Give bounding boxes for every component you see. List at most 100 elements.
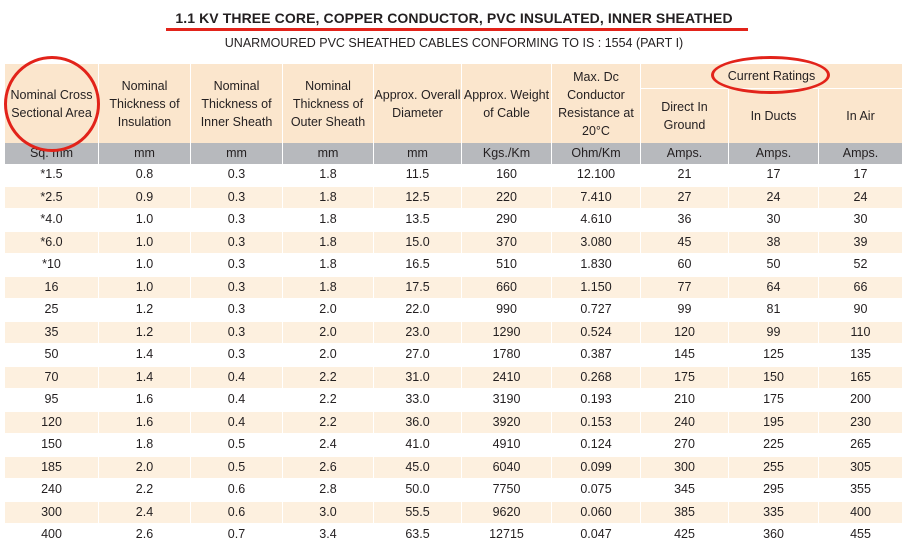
table-cell: 0.4 [191, 411, 283, 434]
table-body: Sq. mm mm mm mm mm Kgs./Km Ohm/Km Amps. … [5, 143, 903, 547]
table-cell: 0.9 [99, 186, 191, 209]
table-cell: 2410 [462, 366, 552, 389]
table-cell: 50 [729, 254, 819, 277]
table-cell: 120 [5, 411, 99, 434]
table-cell: 3920 [462, 411, 552, 434]
table-cell: 1.8 [283, 186, 374, 209]
table-cell: 660 [462, 276, 552, 299]
table-cell: 1.0 [99, 276, 191, 299]
table-cell: 38 [729, 231, 819, 254]
unit-cell: mm [374, 143, 462, 164]
table-cell: 16.5 [374, 254, 462, 277]
title-container: 1.1 KV THREE CORE, COPPER CONDUCTOR, PVC… [0, 10, 908, 28]
table-cell: 220 [462, 186, 552, 209]
table-cell: 0.268 [552, 366, 641, 389]
table-cell: 0.6 [191, 479, 283, 502]
table-cell: 55.5 [374, 501, 462, 524]
table-cell: 2.4 [99, 501, 191, 524]
table-cell: 0.193 [552, 389, 641, 412]
table-cell: 0.3 [191, 164, 283, 187]
table-cell: 30 [819, 209, 903, 232]
unit-cell: mm [191, 143, 283, 164]
table-cell: 305 [819, 456, 903, 479]
table-cell: 0.727 [552, 299, 641, 322]
title-red-underline [166, 28, 748, 31]
table-cell: 270 [641, 434, 729, 457]
table-cell: 16 [5, 276, 99, 299]
table-row: *4.0 1.0 0.3 1.8 13.5 290 4.610 36 30 30 [5, 209, 903, 232]
table-row: 300 2.4 0.6 3.0 55.5 9620 0.060 385 335 400 [5, 501, 903, 524]
table-cell: 2.8 [283, 479, 374, 502]
table-cell: 12.5 [374, 186, 462, 209]
table-cell: 355 [819, 479, 903, 502]
table-cell: 0.3 [191, 276, 283, 299]
table-row: *10 1.0 0.3 1.8 16.5 510 1.830 60 50 52 [5, 254, 903, 277]
header-direct-in-ground: Direct In Ground [641, 89, 729, 143]
table-cell: 0.099 [552, 456, 641, 479]
table-cell: 255 [729, 456, 819, 479]
header-overall-diameter: Approx. Overall Diameter [374, 64, 462, 143]
unit-cell: mm [283, 143, 374, 164]
header-conductor-resistance: Max. Dc Conductor Resistance at 20°C [552, 64, 641, 143]
table-cell: 0.387 [552, 344, 641, 367]
table-cell: 510 [462, 254, 552, 277]
table-cell: 0.3 [191, 299, 283, 322]
table-cell: 31.0 [374, 366, 462, 389]
table-row: 95 1.6 0.4 2.2 33.0 3190 0.193 210 175 200 [5, 389, 903, 412]
page-title: 1.1 KV THREE CORE, COPPER CONDUCTOR, PVC… [175, 10, 733, 26]
table-cell: 160 [462, 164, 552, 187]
table-cell: 50 [5, 344, 99, 367]
table-cell: 17.5 [374, 276, 462, 299]
table-cell: 1.8 [283, 209, 374, 232]
table-cell: 2.2 [99, 479, 191, 502]
table-cell: 0.524 [552, 321, 641, 344]
table-cell: 295 [729, 479, 819, 502]
table-cell: 64 [729, 276, 819, 299]
table-cell: 125 [729, 344, 819, 367]
table-cell: 200 [819, 389, 903, 412]
header-in-air: In Air [819, 89, 903, 143]
table-cell: 25 [5, 299, 99, 322]
table-cell: 0.8 [99, 164, 191, 187]
table-cell: 165 [819, 366, 903, 389]
table-cell: 400 [819, 501, 903, 524]
table-cell: 1.8 [283, 276, 374, 299]
table-cell: 1.0 [99, 231, 191, 254]
table-row: *2.5 0.9 0.3 1.8 12.5 220 7.410 27 24 24 [5, 186, 903, 209]
table-cell: 150 [5, 434, 99, 457]
table-row: 150 1.8 0.5 2.4 41.0 4910 0.124 270 225 265 [5, 434, 903, 457]
header-cross-sectional-area: Nominal Cross Sectional Area [5, 64, 99, 143]
table-cell: 1.0 [99, 209, 191, 232]
table-cell: 41.0 [374, 434, 462, 457]
table-cell: *6.0 [5, 231, 99, 254]
table-cell: 45 [641, 231, 729, 254]
table-cell: 6040 [462, 456, 552, 479]
table-cell: 300 [5, 501, 99, 524]
table-cell: 0.3 [191, 186, 283, 209]
page-subtitle: UNARMOURED PVC SHEATHED CABLES CONFORMIN… [224, 36, 684, 50]
unit-cell: Sq. mm [5, 143, 99, 164]
table-cell: 12.100 [552, 164, 641, 187]
table-cell: 0.3 [191, 231, 283, 254]
table-cell: 0.124 [552, 434, 641, 457]
table-cell: 1.4 [99, 344, 191, 367]
table-cell: 27 [641, 186, 729, 209]
unit-cell: Kgs./Km [462, 143, 552, 164]
table-cell: 2.0 [283, 321, 374, 344]
table-row: *1.5 0.8 0.3 1.8 11.5 160 12.100 21 17 17 [5, 164, 903, 187]
table-cell: 175 [729, 389, 819, 412]
table-cell: 0.153 [552, 411, 641, 434]
table-cell: 12715 [462, 524, 552, 547]
header-outer-sheath-thickness: Nominal Thickness of Outer Sheath [283, 64, 374, 143]
table-cell: 195 [729, 411, 819, 434]
table-cell: 35 [5, 321, 99, 344]
table-cell: 1.6 [99, 389, 191, 412]
table-cell: 990 [462, 299, 552, 322]
table-cell: 30 [729, 209, 819, 232]
table-cell: 66 [819, 276, 903, 299]
table-cell: 17 [819, 164, 903, 187]
table-cell: *10 [5, 254, 99, 277]
table-row: 240 2.2 0.6 2.8 50.0 7750 0.075 345 295 355 [5, 479, 903, 502]
table-cell: 3190 [462, 389, 552, 412]
table-row: 185 2.0 0.5 2.6 45.0 6040 0.099 300 255 305 [5, 456, 903, 479]
